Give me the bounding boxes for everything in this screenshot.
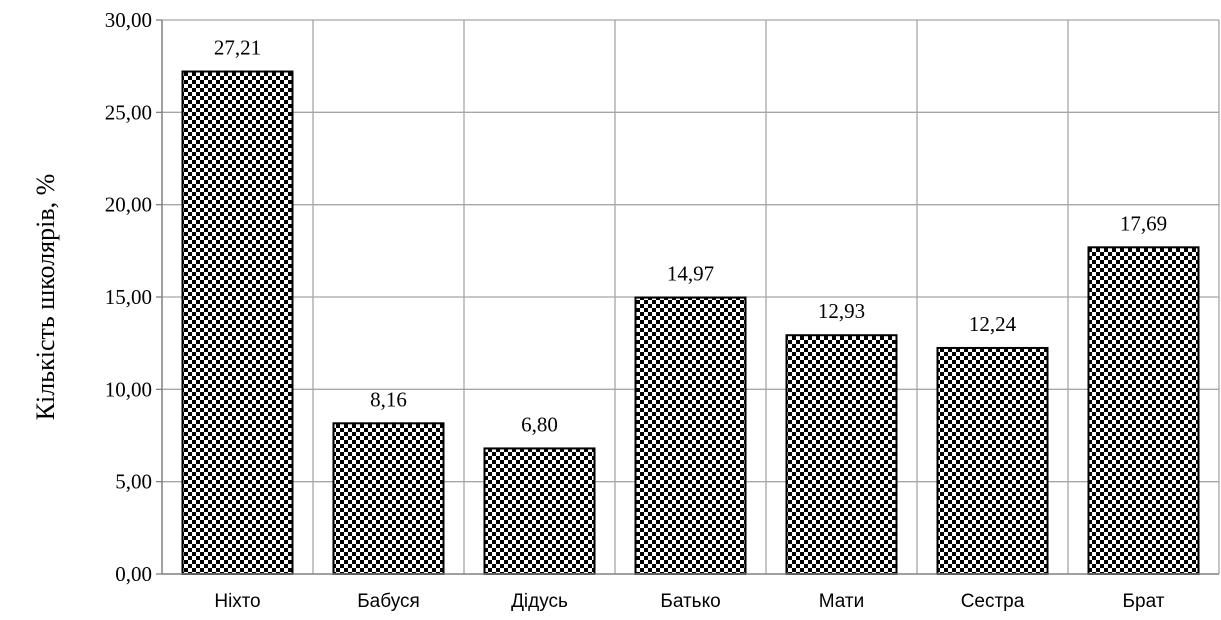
y-tick-label: 20,00 [105,193,152,217]
data-label: 6,80 [521,412,558,436]
x-tick-label: Сестра [961,591,1025,612]
data-label: 12,24 [969,312,1017,336]
data-label: 17,69 [1120,211,1167,235]
x-tick-label: Бабуся [357,591,420,612]
x-tick-label: Мати [819,591,865,612]
labels: 0,00 5,00 10,00 15,00 20,00 25,00 30,00 27,21 Ні… [105,8,1167,612]
data-label: 8,16 [370,387,407,411]
gridlines [162,19,1220,574]
y-axis-title: Кількість школярів, % [31,174,60,421]
x-tick-label: Дідусь [511,591,568,612]
bar [1087,246,1200,575]
y-tick-label: 5,00 [115,470,152,494]
y-tick-label: 0,00 [115,562,152,586]
data-label: 27,21 [214,36,261,60]
bars [181,70,1200,576]
x-tick-label: Батько [660,591,720,612]
bar [785,334,898,576]
data-label: 14,97 [667,262,714,286]
x-tick-label: Брат [1123,591,1165,612]
y-tick-label: 10,00 [105,377,152,401]
bar [181,70,294,575]
x-tick-label: Ніхто [214,591,260,612]
data-label: 12,93 [818,299,865,323]
bar [936,346,1049,575]
axes [156,19,1219,575]
bar [332,422,445,576]
y-tick-label: 15,00 [105,285,152,309]
y-tick-label: 30,00 [105,8,152,32]
bar [483,447,596,575]
y-tick-label: 25,00 [105,100,152,124]
bar [634,296,747,575]
